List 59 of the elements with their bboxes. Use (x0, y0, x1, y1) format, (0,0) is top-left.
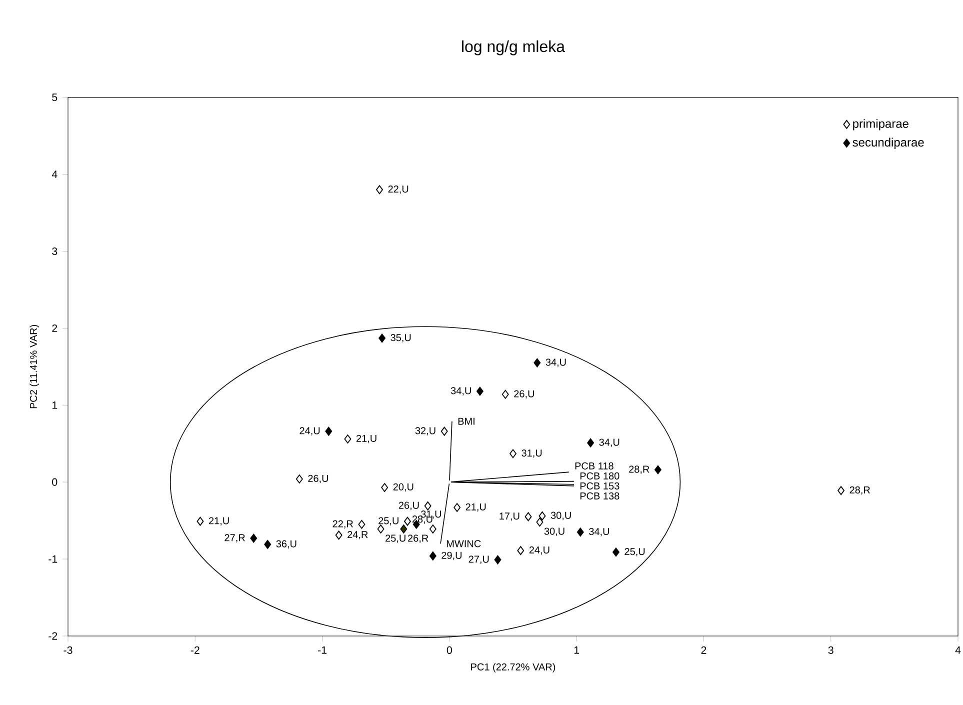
annotation: 25,U (378, 517, 398, 526)
annotation: 34,U (599, 438, 620, 447)
annotation: 28,R (629, 466, 650, 474)
x-tick-label: -2 (190, 646, 200, 654)
annotation: 27,R (224, 534, 245, 542)
annotation: 17,U (500, 512, 520, 521)
series-label: MWINC (446, 540, 481, 548)
legend-label: primiparae (853, 119, 908, 130)
annotation: 32,U (415, 427, 436, 436)
y-axis-title: PC2 (11.41% VAR) (30, 324, 39, 408)
annotation: 27,U (468, 556, 489, 564)
x-tick-label: -3 (64, 646, 72, 654)
series-label: BMI (458, 418, 474, 425)
annotation: 30,U (544, 528, 564, 536)
annotation: 31,U (522, 449, 542, 458)
annotation: 24,U (300, 427, 320, 436)
y-tick-label: 3 (52, 247, 58, 256)
x-tick-label: 4 (955, 646, 961, 654)
annotation: 21,U (356, 434, 376, 444)
chart-title: log ng/g mleka (462, 40, 565, 56)
y-tick-label: -2 (48, 632, 58, 640)
annotation: 35,U (390, 334, 411, 342)
annotation: 30,U (550, 512, 571, 520)
annotation: 36,U (276, 540, 296, 549)
annotation: 24,U (529, 546, 550, 555)
annotation: 29,U (442, 552, 462, 560)
annotation: 34,U (450, 387, 471, 396)
y-tick-label: 4 (52, 170, 58, 178)
annotation: 25,U (386, 534, 406, 543)
y-tick-label: 1 (52, 401, 58, 409)
annotation: 22,R (332, 520, 353, 529)
x-tick-label: 3 (828, 646, 834, 654)
annotation: 26,U (514, 390, 534, 398)
annotation: 20,U (393, 483, 414, 492)
annotation: 26,U (308, 474, 328, 484)
x-tick-label: 1 (574, 646, 580, 654)
y-tick-label: 5 (52, 94, 58, 102)
series-label: PCB 180 (580, 472, 620, 480)
series-label: PCB 118 (575, 462, 614, 470)
annotation: 26,U (398, 502, 419, 510)
annotation: 34,U (546, 358, 566, 367)
y-tick-label: 2 (52, 324, 58, 332)
legend-label: secundiparae (852, 138, 924, 149)
x-tick-label: -1 (318, 646, 327, 654)
y-tick-label: -1 (48, 555, 58, 563)
series-label: PCB 153 (580, 482, 620, 490)
x-tick-label: 0 (446, 646, 452, 654)
x-tick-label: 2 (701, 646, 706, 654)
annotation: 22,U (388, 186, 408, 194)
annotation: 26,R (408, 534, 428, 543)
y-tick-label: 0 (52, 478, 58, 486)
annotation: 28,R (850, 486, 870, 495)
annotation: 34,U (589, 528, 609, 536)
annotation: 24,R (348, 531, 368, 540)
annotation: 21,U (209, 517, 229, 526)
annotation: 25,U (624, 548, 645, 556)
x-axis-title: PC1 (22.72% VAR) (471, 663, 556, 672)
series-label: PCB 138 (580, 492, 620, 500)
annotation: 21,U (466, 503, 486, 512)
